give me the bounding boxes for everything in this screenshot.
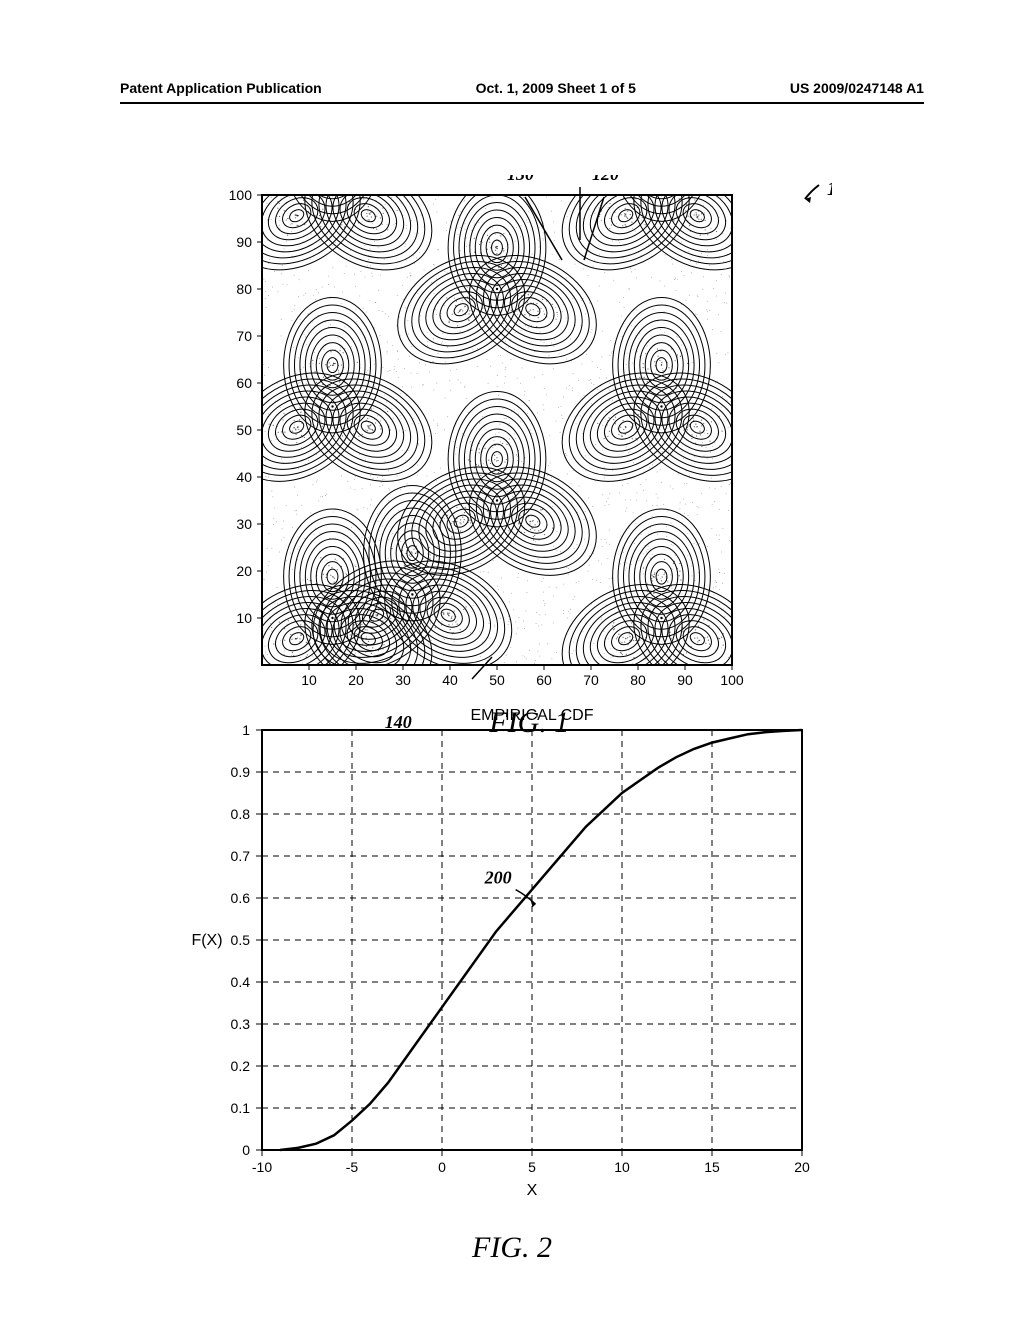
svg-text:20: 20 [794,1159,810,1175]
svg-text:100: 100 [720,672,744,688]
svg-text:60: 60 [536,672,552,688]
svg-text:50: 50 [489,672,505,688]
svg-text:0.8: 0.8 [231,806,251,822]
svg-text:X: X [527,1182,538,1199]
svg-text:100: 100 [827,178,832,200]
svg-text:20: 20 [236,563,252,579]
svg-text:-5: -5 [346,1159,359,1175]
svg-text:F(X): F(X) [191,932,222,949]
svg-text:0.6: 0.6 [231,890,251,906]
svg-text:60: 60 [236,375,252,391]
svg-text:80: 80 [630,672,646,688]
svg-text:80: 80 [236,281,252,297]
svg-text:40: 40 [442,672,458,688]
svg-text:5: 5 [528,1159,536,1175]
page-header: Patent Application Publication Oct. 1, 2… [120,80,924,104]
svg-text:120: 120 [592,175,619,184]
svg-text:10: 10 [236,610,252,626]
svg-text:EMPIRICAL CDF: EMPIRICAL CDF [471,707,594,724]
svg-text:0: 0 [438,1159,446,1175]
figure-2: EMPIRICAL CDF-10-50510152000.10.20.30.40… [162,700,862,1265]
svg-text:40: 40 [236,469,252,485]
svg-text:70: 70 [583,672,599,688]
svg-text:0.7: 0.7 [231,848,251,864]
svg-text:10: 10 [614,1159,630,1175]
fig1-plot: 10 20 30 40 50 60 70 80 90 100 10 20 30 40 50 60 70 80 90 1… [192,175,832,695]
svg-text:10: 10 [301,672,317,688]
svg-text:200: 200 [484,868,512,888]
svg-text:0.9: 0.9 [231,764,251,780]
svg-text:20: 20 [348,672,364,688]
svg-text:0.5: 0.5 [231,932,251,948]
svg-text:30: 30 [395,672,411,688]
header-left: Patent Application Publication [120,80,322,96]
svg-text:0.4: 0.4 [231,974,251,990]
svg-text:1: 1 [242,722,250,738]
svg-text:15: 15 [704,1159,720,1175]
svg-text:0.3: 0.3 [231,1016,251,1032]
svg-text:50: 50 [236,422,252,438]
svg-text:-10: -10 [252,1159,272,1175]
svg-text:0.1: 0.1 [231,1100,251,1116]
fig2-plot: EMPIRICAL CDF-10-50510152000.10.20.30.40… [162,700,862,1220]
header-center: Oct. 1, 2009 Sheet 1 of 5 [476,80,636,96]
figure-1: 10 20 30 40 50 60 70 80 90 100 10 20 30 40 50 60 70 80 90 1… [192,175,832,740]
svg-text:0: 0 [242,1142,250,1158]
svg-text:70: 70 [236,328,252,344]
svg-text:0.2: 0.2 [231,1058,251,1074]
svg-text:130: 130 [507,175,534,184]
fig2-caption: FIG. 2 [162,1231,862,1265]
svg-text:90: 90 [677,672,693,688]
header-right: US 2009/0247148 A1 [790,80,924,96]
svg-text:30: 30 [236,516,252,532]
svg-text:90: 90 [236,234,252,250]
svg-text:100: 100 [229,187,253,203]
